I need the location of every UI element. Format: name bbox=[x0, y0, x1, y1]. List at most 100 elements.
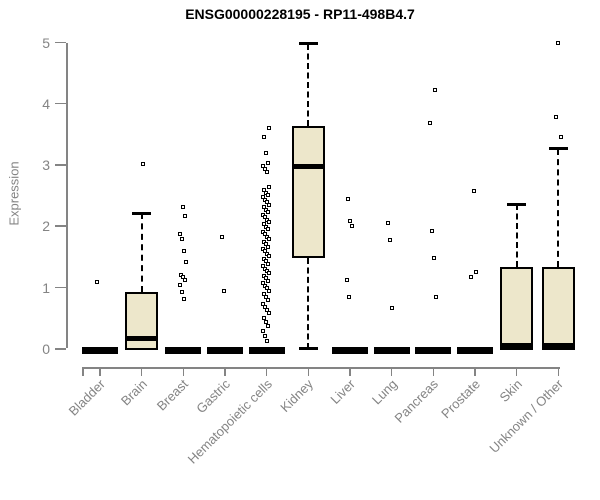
outlier-point bbox=[390, 305, 395, 310]
outlier-point bbox=[386, 220, 391, 225]
y-tick-label: 0 bbox=[42, 341, 50, 357]
median-line bbox=[127, 336, 157, 342]
outlier-point bbox=[179, 290, 184, 295]
upper-whisker-cap bbox=[132, 211, 152, 215]
outlier-point bbox=[267, 125, 272, 130]
outlier-point bbox=[555, 41, 560, 45]
outlier-point bbox=[182, 214, 187, 219]
outlier-point bbox=[432, 87, 437, 92]
y-axis-tick bbox=[55, 225, 66, 227]
outlier-point bbox=[433, 295, 438, 300]
outlier-point bbox=[267, 289, 272, 294]
chart-title: ENSG00000228195 - RP11-498B4.7 bbox=[185, 6, 415, 22]
x-axis-tick bbox=[265, 367, 268, 376]
boxplot-box bbox=[125, 291, 159, 350]
outlier-point bbox=[472, 188, 477, 193]
upper-whisker bbox=[140, 213, 143, 292]
x-axis-tick bbox=[182, 367, 185, 376]
outlier-point bbox=[177, 232, 182, 237]
outlier-point bbox=[266, 227, 271, 232]
upper-whisker bbox=[557, 148, 560, 268]
outlier-point bbox=[263, 334, 268, 338]
outlier-point bbox=[264, 319, 269, 324]
upper-whisker bbox=[307, 43, 310, 127]
boxplot-flat-median-bar bbox=[373, 346, 410, 354]
outlier-point bbox=[348, 219, 353, 224]
outlier-point bbox=[266, 244, 271, 249]
outlier-point bbox=[266, 193, 271, 198]
outlier-point bbox=[94, 280, 99, 285]
x-axis-tick bbox=[224, 367, 226, 376]
outlier-point bbox=[265, 169, 270, 174]
outlier-point bbox=[264, 150, 269, 155]
y-axis-spine bbox=[66, 43, 68, 348]
outlier-point bbox=[265, 338, 270, 343]
outlier-point bbox=[177, 282, 182, 287]
upper-whisker-cap bbox=[548, 147, 568, 151]
boxplot-flat-median-bar bbox=[165, 346, 202, 354]
outlier-point bbox=[220, 235, 225, 240]
upper-whisker-cap bbox=[298, 42, 318, 45]
outlier-point bbox=[183, 260, 188, 265]
outlier-point bbox=[266, 210, 271, 215]
outlier-point bbox=[267, 254, 272, 259]
outlier-point bbox=[553, 114, 558, 119]
boxplot-flat-median-bar bbox=[331, 346, 368, 354]
outlier-point bbox=[474, 269, 479, 274]
y-tick-label: 1 bbox=[42, 279, 50, 296]
lower-whisker bbox=[307, 258, 310, 349]
outlier-point bbox=[180, 204, 185, 209]
x-axis-spine bbox=[82, 367, 560, 369]
outlier-point bbox=[346, 197, 351, 202]
y-axis-tick bbox=[55, 164, 66, 166]
y-axis-tick bbox=[55, 102, 66, 105]
outlier-point bbox=[266, 160, 271, 165]
boxplot-box bbox=[291, 126, 325, 259]
y-axis-tick bbox=[55, 348, 66, 350]
median-line bbox=[293, 163, 323, 169]
x-axis-tick bbox=[99, 367, 101, 376]
outlier-point bbox=[222, 289, 227, 294]
outlier-point bbox=[267, 310, 272, 315]
outlier-point bbox=[427, 120, 432, 125]
boxplot-box bbox=[541, 267, 575, 350]
x-axis-tick bbox=[515, 367, 518, 376]
outlier-point bbox=[431, 255, 436, 260]
outlier-point bbox=[266, 324, 271, 329]
outlier-point bbox=[182, 277, 187, 282]
y-axis-tick bbox=[55, 41, 66, 43]
boxplot-flat-median-bar bbox=[248, 346, 285, 354]
boxplot-box bbox=[500, 267, 534, 350]
x-axis-tick bbox=[474, 367, 476, 376]
outlier-point bbox=[181, 296, 186, 301]
boxplot-flat-median-bar bbox=[206, 346, 243, 354]
y-tick-label: 4 bbox=[42, 95, 50, 112]
outlier-point bbox=[266, 261, 271, 266]
outlier-point bbox=[266, 278, 271, 283]
outlier-point bbox=[345, 277, 350, 282]
x-axis-tick bbox=[140, 367, 143, 376]
outlier-point bbox=[558, 135, 563, 140]
outlier-point bbox=[267, 237, 272, 242]
outlier-point bbox=[261, 329, 266, 334]
y-axis-label: Expression bbox=[6, 161, 22, 226]
upper-whisker bbox=[515, 204, 518, 268]
outlier-point bbox=[267, 202, 272, 207]
x-axis-tick bbox=[349, 367, 351, 376]
x-axis-tick bbox=[307, 367, 310, 376]
outlier-point bbox=[429, 229, 434, 234]
outlier-point bbox=[469, 274, 474, 279]
y-tick-label: 3 bbox=[42, 157, 50, 174]
outlier-point bbox=[262, 134, 267, 139]
x-axis-endcap bbox=[82, 367, 84, 376]
outlier-point bbox=[179, 236, 184, 241]
lower-whisker-cap bbox=[298, 347, 318, 351]
outlier-point bbox=[181, 248, 186, 253]
x-axis-tick bbox=[432, 367, 435, 376]
outlier-point bbox=[347, 294, 352, 299]
median-line bbox=[502, 342, 532, 348]
x-axis-tick bbox=[390, 367, 393, 376]
y-tick-label: 5 bbox=[42, 34, 50, 51]
outlier-point bbox=[267, 219, 272, 224]
outlier-point bbox=[141, 162, 146, 167]
